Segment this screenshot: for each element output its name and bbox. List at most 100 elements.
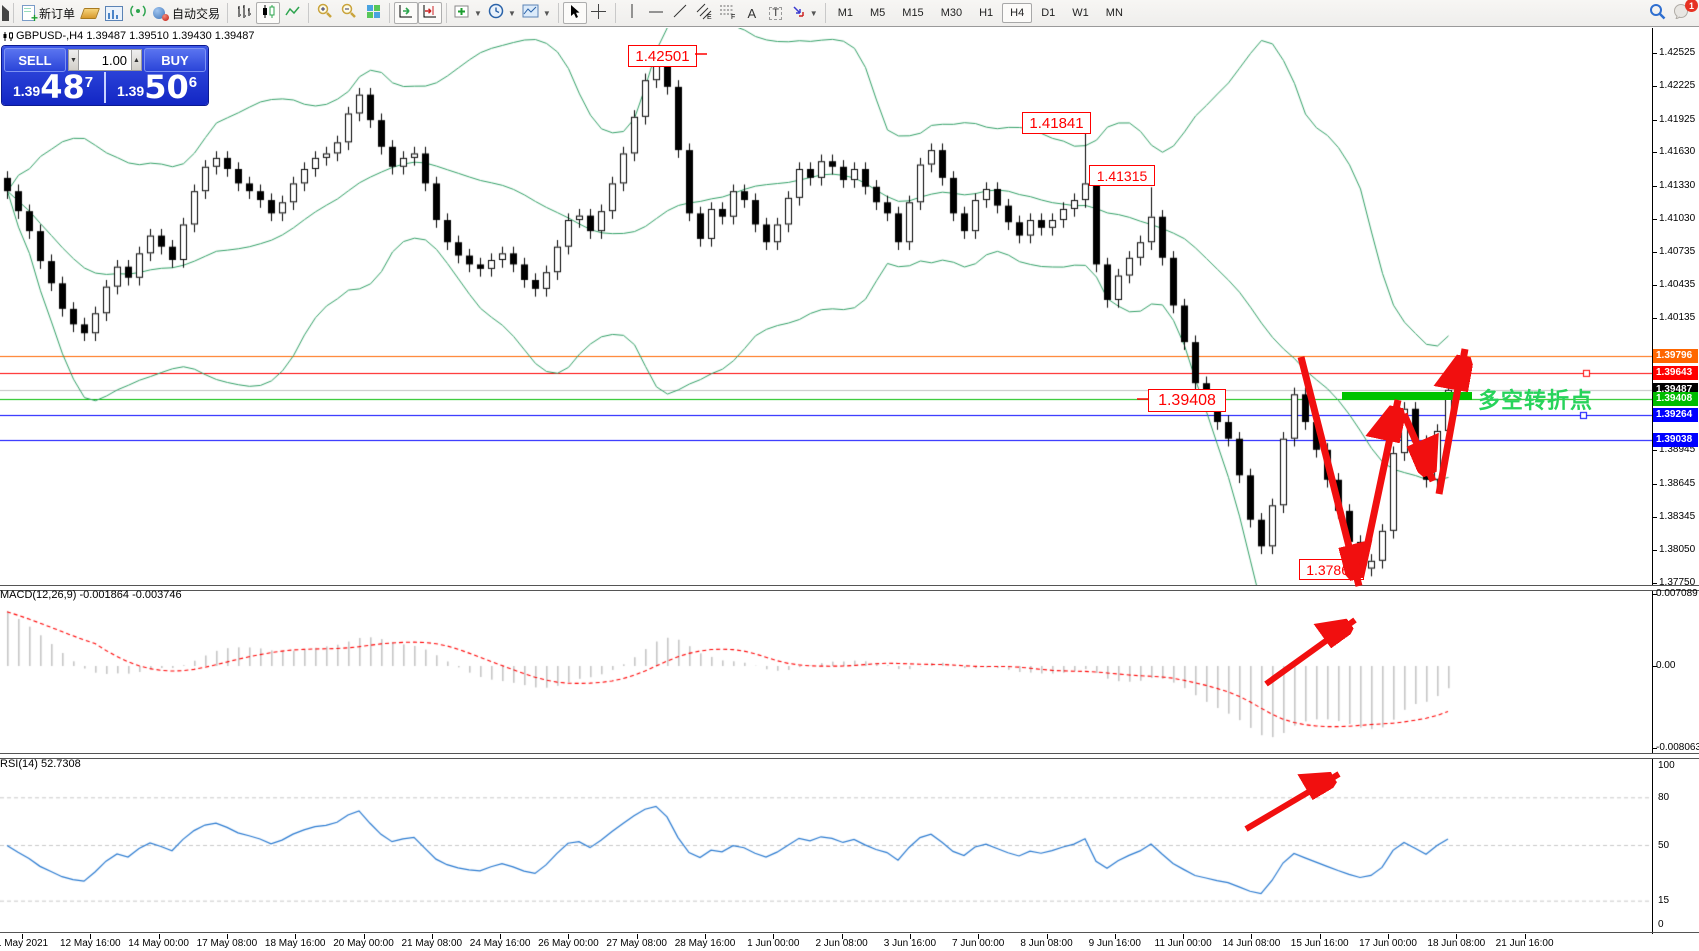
timeframe-button-MN[interactable]: MN (1105, 7, 1123, 19)
sell-price[interactable]: 1.39 48 7 (2, 71, 106, 103)
indicators-button[interactable]: ▼ (451, 2, 485, 24)
text-label-button[interactable]: T (764, 2, 788, 24)
rsi-panel-canvas[interactable] (0, 757, 1652, 932)
price-tick (1652, 583, 1657, 584)
timeframe-button-M1[interactable]: M1 (837, 7, 853, 19)
price-tick-label: 1.41925 (1659, 114, 1696, 125)
equidistant-channel-button[interactable]: E (692, 2, 716, 24)
timeframe-button-H1[interactable]: H1 (979, 7, 994, 19)
vertical-line-button[interactable] (620, 2, 644, 24)
fibonacci-button[interactable]: F (716, 2, 740, 24)
turning-point-highlight-bar[interactable] (1342, 392, 1472, 400)
trendline-button[interactable] (668, 2, 692, 24)
macd-tick (1652, 666, 1657, 667)
text-label-icon: T (769, 6, 783, 20)
volume-increase-button[interactable]: ▲ (131, 49, 142, 71)
crosshair-button[interactable] (587, 2, 611, 24)
timeframe-button-M15[interactable]: M15 (902, 7, 924, 19)
zoom-out-button[interactable] (337, 2, 361, 24)
equidistant-channel-icon: E (695, 3, 713, 24)
eraser-button[interactable] (78, 2, 102, 24)
main-chart-canvas[interactable] (0, 28, 1652, 585)
search-icon (1649, 3, 1666, 24)
panel-separator-rsi[interactable] (0, 753, 1699, 759)
timeframe-bar: M1 M5 M15 M30 H1 H4 D1 W1 MN (830, 3, 1131, 23)
macd-tick (1652, 594, 1657, 595)
chart-price-label[interactable]: 1.37865 (1299, 559, 1364, 580)
date-label: 26 May 00:00 (538, 938, 599, 949)
chart-shift-button[interactable] (418, 2, 443, 24)
zoom-in-button[interactable] (313, 2, 337, 24)
horizontal-line-button[interactable] (644, 2, 668, 24)
timeframe-button-W1[interactable]: W1 (1072, 7, 1089, 19)
zoom-out-icon (341, 3, 357, 23)
timeframe-button-D1[interactable]: D1 (1041, 7, 1056, 19)
timeframe-button-H4[interactable]: H4 (1002, 3, 1033, 23)
rsi-scale-label: 15 (1658, 895, 1670, 907)
turning-point-annotation[interactable]: 多空转折点 (1478, 388, 1594, 413)
date-tick (363, 934, 365, 939)
price-tick (1652, 86, 1657, 87)
notifications-button[interactable]: 1 (1669, 0, 1698, 24)
bar-chart-button[interactable] (232, 2, 256, 24)
auto-scroll-button[interactable] (394, 2, 419, 24)
date-tick (841, 934, 843, 939)
autotrading-button[interactable]: 自动交易 (150, 2, 223, 24)
price-tick (1652, 252, 1657, 253)
template-icon (522, 4, 539, 22)
buy-button[interactable]: BUY (144, 48, 206, 72)
price-tick-label: 1.41630 (1659, 146, 1696, 157)
volume-input[interactable] (78, 49, 132, 71)
price-tick (1652, 186, 1657, 187)
date-label: 15 Jun 16:00 (1290, 938, 1349, 949)
rsi-panel-bottom-border (0, 932, 1699, 933)
date-label: 7 Jun 00:00 (952, 938, 1005, 949)
macd-panel-canvas[interactable] (0, 590, 1652, 753)
date-tick (909, 934, 911, 939)
line-chart-icon (284, 4, 300, 23)
svg-text:F: F (731, 14, 735, 20)
arrows-tool-button[interactable]: ▼ (788, 2, 821, 24)
timeframe-button-M5[interactable]: M5 (870, 7, 886, 19)
chart-window-button[interactable] (102, 2, 126, 24)
chart-price-label[interactable]: 1.39408 (1148, 389, 1226, 412)
price-tick-label: 1.40735 (1659, 246, 1696, 257)
new-order-label: 新订单 (39, 6, 76, 21)
date-tick (158, 934, 160, 939)
new-order-button[interactable]: + 新订单 (18, 2, 78, 24)
price-marker-box: 1.39038 (1653, 433, 1698, 447)
date-label: 14 Jun 08:00 (1222, 938, 1281, 949)
cursor-button[interactable] (562, 2, 587, 24)
date-tick (1046, 934, 1048, 939)
text-button[interactable]: A (740, 2, 764, 24)
date-tick (90, 934, 92, 939)
sell-button[interactable]: SELL (4, 48, 66, 72)
date-tick (978, 934, 980, 939)
main-toolbar: + 新订单 自动交易 (0, 0, 1699, 27)
periods-button[interactable]: ▼ (485, 2, 519, 24)
price-tick (1652, 152, 1657, 153)
templates-button[interactable]: ▼ (519, 2, 554, 24)
candlestick-chart-button[interactable] (256, 2, 281, 24)
indicators-icon (454, 4, 470, 23)
chart-price-label[interactable]: 1.41841 (1022, 112, 1091, 134)
chart-price-label[interactable]: 1.42501 (628, 45, 697, 67)
line-chart-button[interactable] (280, 2, 304, 24)
search-button[interactable] (1645, 2, 1669, 24)
date-tick (500, 934, 502, 939)
chart-price-label[interactable]: 1.41315 (1089, 165, 1155, 186)
chart-title-icon (3, 32, 13, 41)
price-tick (1652, 484, 1657, 485)
cursor-icon (568, 4, 581, 23)
price-tick (1652, 550, 1657, 551)
panel-separator-macd[interactable] (0, 585, 1699, 591)
timeframe-button-M30[interactable]: M30 (940, 7, 963, 19)
volume-decrease-button[interactable]: ▼ (68, 49, 79, 71)
date-label: 2 Jun 08:00 (815, 938, 868, 949)
price-marker-box: 1.39408 (1653, 392, 1698, 406)
date-label: 11 Jun 00:00 (1154, 938, 1212, 949)
buy-price[interactable]: 1.39 50 6 (116, 68, 198, 106)
macd-label: MACD(12,26,9) -0.001864 -0.003746 (0, 589, 182, 601)
tile-windows-button[interactable] (361, 2, 385, 24)
signal-button[interactable] (126, 2, 150, 24)
